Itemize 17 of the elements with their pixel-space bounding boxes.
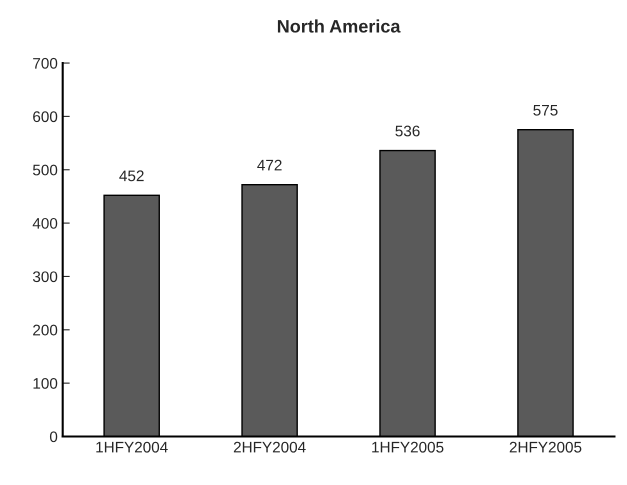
data-label: 452 (119, 170, 144, 182)
y-tick-label: 300 (32, 271, 58, 282)
y-tick-label: 0 (50, 431, 58, 442)
y-tick-label: 400 (32, 218, 58, 229)
y-tick-label: 500 (32, 164, 58, 176)
y-tick-label: 100 (34, 378, 58, 389)
x-tick-label: 2HFY2005 (510, 442, 582, 453)
y-tick-label: 200 (33, 324, 58, 336)
data-label: 575 (533, 104, 558, 116)
y-tick-label: 700 (33, 58, 58, 69)
x-tick-label: 1HFY2004 (96, 442, 168, 453)
chart-title: North America (278, 19, 401, 33)
data-label: 536 (395, 126, 420, 136)
x-tick-label: 2HFY2004 (234, 442, 306, 453)
data-label: 472 (257, 160, 282, 170)
y-tick-label: 600 (33, 111, 58, 122)
x-tick-label: 1HFY2005 (372, 442, 444, 453)
